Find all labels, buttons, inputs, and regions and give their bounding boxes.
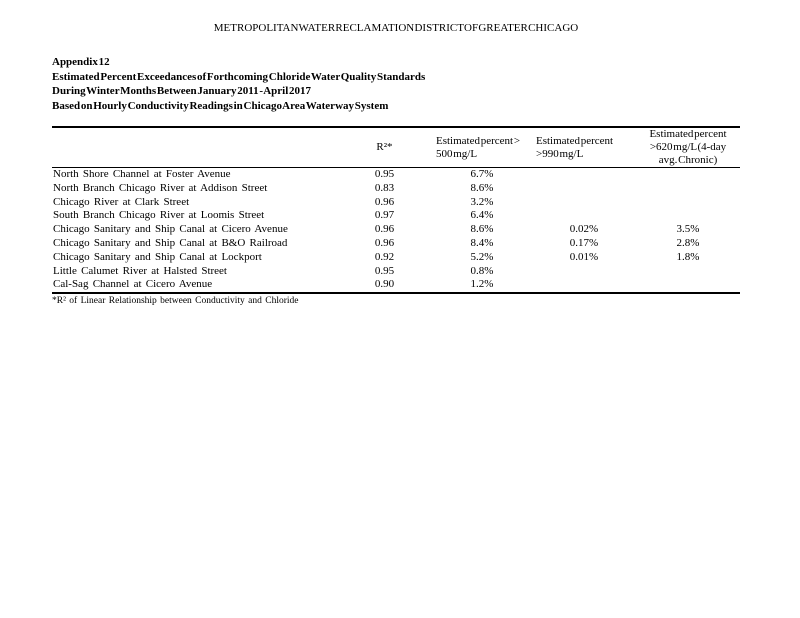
table-row: Chicago Sanitary and Ship Canal at B&O R… [52, 237, 740, 251]
pct620-cell: 1.8% [676, 250, 700, 263]
header-percent-620-line1: Estimated percent [649, 128, 727, 140]
pct500-cell: 8.4% [470, 236, 494, 249]
r2-cell: 0.96 [374, 223, 395, 236]
pct500-cell: 0.8% [470, 264, 494, 277]
pct990-cell: 0.17% [569, 236, 599, 249]
pct500-cell: 8.6% [470, 223, 494, 236]
r2-cell: 0.95 [374, 168, 395, 180]
title-line-standards: Estimated Percent Exceedances of Forthco… [52, 70, 426, 83]
pct620-cell [636, 278, 740, 293]
table-row: Chicago River at Clark Street 0.96 3.2% [52, 196, 740, 210]
r2-cell: 0.83 [374, 181, 395, 194]
pct620-cell: 2.8% [676, 236, 700, 249]
document-header-title: METROPOLITAN WATER RECLAMATION DISTRICT … [213, 22, 579, 34]
pct500-cell: 5.2% [470, 250, 494, 263]
pct500-cell: 6.7% [470, 168, 494, 180]
pct620-cell [636, 265, 740, 279]
pct990-cell [532, 168, 636, 182]
pct990-cell [532, 182, 636, 196]
header-percent-500: Estimated percent > 500 mg/L [432, 127, 532, 168]
pct990-cell [532, 196, 636, 210]
r2-cell: 0.92 [374, 250, 395, 263]
r2-cell: 0.97 [374, 209, 395, 222]
r2-cell: 0.96 [374, 195, 395, 208]
title-line-period: During Winter Months Between January 201… [52, 85, 312, 97]
location-cell: Chicago River at Clark Street [53, 195, 190, 208]
header-r-squared: R²* [376, 141, 393, 153]
header-percent-990-line2: >990 mg/L [536, 147, 584, 160]
header-location [52, 127, 337, 168]
location-cell: South Branch Chicago River at Loomis Str… [53, 209, 265, 222]
table-row: Chicago Sanitary and Ship Canal at Lockp… [52, 251, 740, 265]
header-percent-990: Estimated percent >990 mg/L [532, 127, 636, 168]
title-block: Appendix 12 Estimated Percent Exceedance… [52, 55, 425, 113]
pct500-cell: 3.2% [470, 195, 494, 208]
header-percent-500-line1: Estimated percent > [436, 134, 521, 147]
r2-cell: 0.96 [374, 236, 395, 249]
pct500-cell: 1.2% [470, 278, 494, 291]
r2-cell: 0.95 [374, 264, 395, 277]
pct990-cell [532, 278, 636, 293]
pct620-cell: 3.5% [676, 223, 700, 236]
header-percent-500-line2: 500 mg/L [436, 147, 478, 160]
appendix-label: Appendix 12 [52, 56, 110, 68]
table-row: Cal-Sag Channel at Cicero Avenue 0.90 1.… [52, 278, 740, 293]
pct620-cell [636, 182, 740, 196]
location-cell: Chicago Sanitary and Ship Canal at B&O R… [53, 236, 288, 249]
pct990-cell [532, 265, 636, 279]
location-cell: North Shore Channel at Foster Avenue [53, 168, 231, 180]
pct620-cell [636, 209, 740, 223]
pct500-cell: 6.4% [470, 209, 494, 222]
location-cell: Chicago Sanitary and Ship Canal at Cicer… [53, 223, 288, 236]
header-percent-620-line2: >620 mg/L (4-day [649, 141, 727, 153]
table-row: North Branch Chicago River at Addison St… [52, 182, 740, 196]
pct620-cell [636, 168, 740, 182]
pct990-cell: 0.02% [569, 223, 599, 236]
pct620-cell [636, 196, 740, 210]
header-percent-620-line3: avg. Chronic) [658, 154, 718, 166]
location-cell: Cal-Sag Channel at Cicero Avenue [53, 278, 213, 291]
table-row: Little Calumet River at Halsted Street 0… [52, 265, 740, 279]
title-line-basis: Based on Hourly Conductivity Readings in… [52, 99, 389, 112]
table-header-row: R²* Estimated percent > 500 mg/L Estimat… [52, 127, 740, 168]
pct500-cell: 8.6% [470, 181, 494, 194]
header-percent-990-line1: Estimated percent [536, 134, 614, 147]
r2-cell: 0.90 [374, 278, 395, 291]
location-cell: Chicago Sanitary and Ship Canal at Lockp… [53, 250, 262, 263]
table-row: South Branch Chicago River at Loomis Str… [52, 209, 740, 223]
table-row: Chicago Sanitary and Ship Canal at Cicer… [52, 223, 740, 237]
pct990-cell [532, 209, 636, 223]
footnote: *R² of Linear Relationship between Condu… [52, 296, 299, 306]
pct990-cell: 0.01% [569, 250, 599, 263]
exceedance-table: R²* Estimated percent > 500 mg/L Estimat… [52, 126, 740, 295]
location-cell: North Branch Chicago River at Addison St… [53, 181, 268, 194]
location-cell: Little Calumet River at Halsted Street [53, 264, 227, 277]
table-row: North Shore Channel at Foster Avenue 0.9… [52, 168, 740, 182]
header-percent-620: Estimated percent >620 mg/L (4-day avg. … [636, 127, 740, 168]
